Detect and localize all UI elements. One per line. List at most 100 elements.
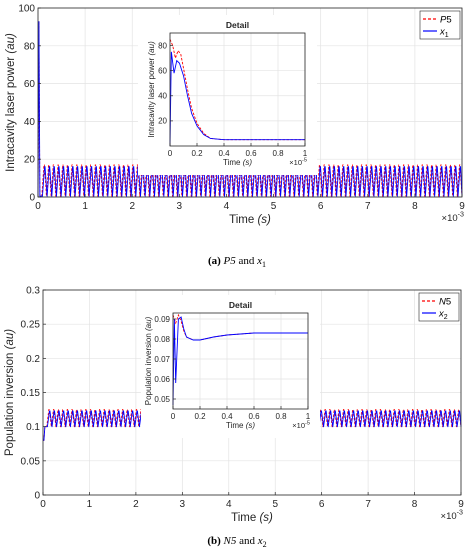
panel-a-ylabel-unit: (au) — [5, 33, 17, 54]
panel-a-xlabel: Time (s) — [229, 214, 271, 226]
panel-a-inset-xlabel: Time (s) — [223, 158, 252, 167]
panel-b-inset-ylabel: Population inversion (au) — [144, 316, 153, 405]
panel-b-ytick-label-3: 0.15 — [21, 388, 41, 399]
panel-b-inset-x-exponent-power: -5 — [305, 421, 310, 427]
caption-a-series-a: P5 — [223, 255, 236, 267]
panel-b-inset-xtick-label-2: 0.4 — [221, 412, 233, 421]
panel-b-ylabel-unit: (au) — [4, 329, 16, 350]
panel-b-inset-x-exponent: ×10-5 — [292, 421, 310, 430]
panel-b-legend-label-1: x2 — [438, 309, 448, 322]
panel-a-xtick-label-5: 5 — [271, 201, 277, 212]
panel-a-xtick-label-0: 0 — [35, 201, 41, 212]
caption-b-sub: 2 — [262, 540, 267, 550]
panel-b-legend-label-index-1: 2 — [444, 314, 448, 321]
panel-a-xtick-label-9: 9 — [459, 201, 465, 212]
panel-a-legend-label-base-1: x — [439, 27, 446, 38]
panel-b-xtick-label-0: 0 — [40, 499, 46, 510]
panel-b-legend-label-index-0: 5 — [446, 297, 451, 308]
panel-b-xtick-label-4: 4 — [226, 499, 232, 510]
caption-b-series-b: x — [257, 535, 263, 547]
panel-b-inset-xtick-label-1: 0.2 — [194, 412, 206, 421]
panel-a-inset-xtick-label-0: 0 — [168, 149, 173, 158]
panel-a-x-exponent-base: ×10 — [442, 213, 458, 224]
panel-b-xtick-label-6: 6 — [319, 499, 325, 510]
panel-b-inset-ytick-label-3: 0.08 — [154, 335, 170, 344]
panel-b-xtick-label-7: 7 — [365, 499, 371, 510]
panel-a-legend-label-1: x1 — [439, 27, 449, 40]
panel-a-frame — [37, 7, 463, 198]
panel-b-inset-series-x2 — [172, 316, 308, 406]
panel-b-inset-xlabel: Time (s) — [226, 421, 255, 430]
caption-b-series-a: N5 — [223, 535, 237, 547]
caption-a-label: (a) — [207, 255, 221, 267]
panel-b-x-exponent-base: ×10 — [441, 511, 457, 522]
panel-b-inset-ytick-label-1: 0.06 — [154, 375, 170, 384]
caption-a-series-b: x — [257, 255, 263, 267]
caption-a: (a) P5 and x1 — [0, 255, 474, 269]
panel-b-xtick-label-2: 2 — [133, 499, 139, 510]
caption-b-joiner: and — [239, 535, 256, 547]
panel-b-inset-xtick-label-5: 1 — [306, 412, 311, 421]
panel-b-legend-label-base-0: N — [439, 297, 446, 308]
panel-b-inset-ylabel-text: Population inversion — [144, 331, 153, 405]
panel-a-ylabel-text: Intracavity laser power — [5, 54, 17, 172]
panel-a-x-exponent: ×10-3 — [442, 211, 464, 224]
panel-b-x-exponent: ×10-3 — [441, 509, 463, 522]
panel-b-xtick-label-9: 9 — [458, 499, 464, 510]
panel-a-inset-xtick-label-1: 0.2 — [191, 149, 203, 158]
panel-a-inset-ylabel: Intracavity laser power (au) — [147, 41, 156, 138]
panel-b-ytick-label-2: 0.1 — [26, 422, 40, 433]
panel-b-inset-plot-area — [173, 313, 308, 409]
panel-a-ytick-label-3: 60 — [24, 79, 36, 90]
panel-a-xtick-label-6: 6 — [318, 201, 324, 212]
panel-a-xtick-label-1: 1 — [82, 201, 88, 212]
panel-a-inset-ytick-label-1: 40 — [158, 92, 167, 101]
panel-b-ytick-label-6: 0.3 — [26, 286, 40, 297]
panel-a-inset-x-exponent-power: -5 — [302, 158, 307, 164]
panel-b-ylabel-text: Population inversion — [4, 349, 16, 456]
panel-a-inset-xlabel-text: Time — [223, 158, 243, 167]
caption-a-joiner: and — [238, 255, 255, 267]
panel-b-xtick-label-1: 1 — [87, 499, 93, 510]
panel-a-xlabel-unit: (s) — [257, 214, 271, 226]
panel-a-xtick-label-4: 4 — [224, 201, 230, 212]
panel-a-ytick-label-5: 100 — [18, 4, 35, 15]
panel-a-inset-frame — [169, 32, 306, 147]
panel-a-ylabel: Intracavity laser power (au) — [5, 33, 17, 172]
panel-a-x-exponent-power: -3 — [458, 211, 464, 219]
panel-b-inset-ytick-label-2: 0.07 — [154, 355, 170, 364]
panel-a-inset-ylabel-text: Intracavity laser power — [147, 55, 156, 137]
panel-b-ytick-label-5: 0.25 — [21, 320, 41, 331]
panel-b-inset-title: Detail — [229, 300, 252, 310]
panel-b-xlabel-text: Time — [231, 512, 259, 524]
panel-b-inset-xtick-label-4: 0.8 — [275, 412, 287, 421]
panel-b-inset-xlabel-text: Time — [226, 421, 246, 430]
panel-a-ytick-label-0: 0 — [29, 193, 35, 204]
panel-b-ylabel: Population inversion (au) — [4, 329, 16, 456]
panel-a-legend-label-index-1: 1 — [445, 32, 449, 39]
panel-b-ytick-label-0: 0 — [34, 491, 40, 502]
panel-a-inset-ytick-label-3: 80 — [158, 41, 167, 50]
panel-a-xtick-label-8: 8 — [412, 201, 418, 212]
panel-b-inset-xtick-label-3: 0.6 — [248, 412, 260, 421]
panel-b-legend-label-0: N5 — [439, 297, 451, 308]
panel-b-xlabel: Time (s) — [231, 512, 273, 524]
panel-a-inset-series-x1 — [169, 51, 305, 147]
panel-a-legend-label-index-0: 5 — [446, 15, 451, 26]
panel-b-legend-label-base-1: x — [438, 309, 445, 320]
panel-a-inset-xtick-label-4: 0.8 — [272, 149, 284, 158]
panel-a-inset-x-exponent: ×10-5 — [289, 158, 307, 167]
panel-a-inset-xtick-label-3: 0.6 — [245, 149, 257, 158]
panel-b-ytick-label-4: 0.2 — [26, 354, 40, 365]
panel-b-inset-ytick-label-0: 0.05 — [154, 395, 170, 404]
panel-a-legend — [419, 10, 461, 40]
caption-b: (b) N5 and x2 — [0, 535, 474, 549]
panel-a-ytick-label-2: 40 — [24, 117, 36, 128]
panel-a-inset-xtick-label-2: 0.4 — [218, 149, 230, 158]
panel-a-xtick-label-7: 7 — [365, 201, 371, 212]
panel-a-legend-label-base-0: P — [440, 15, 447, 26]
panel-a-xtick-label-3: 3 — [177, 201, 183, 212]
panel-b-inset-ytick-label-4: 0.09 — [154, 315, 170, 324]
panel-b-ytick-label-1: 0.05 — [21, 456, 41, 467]
